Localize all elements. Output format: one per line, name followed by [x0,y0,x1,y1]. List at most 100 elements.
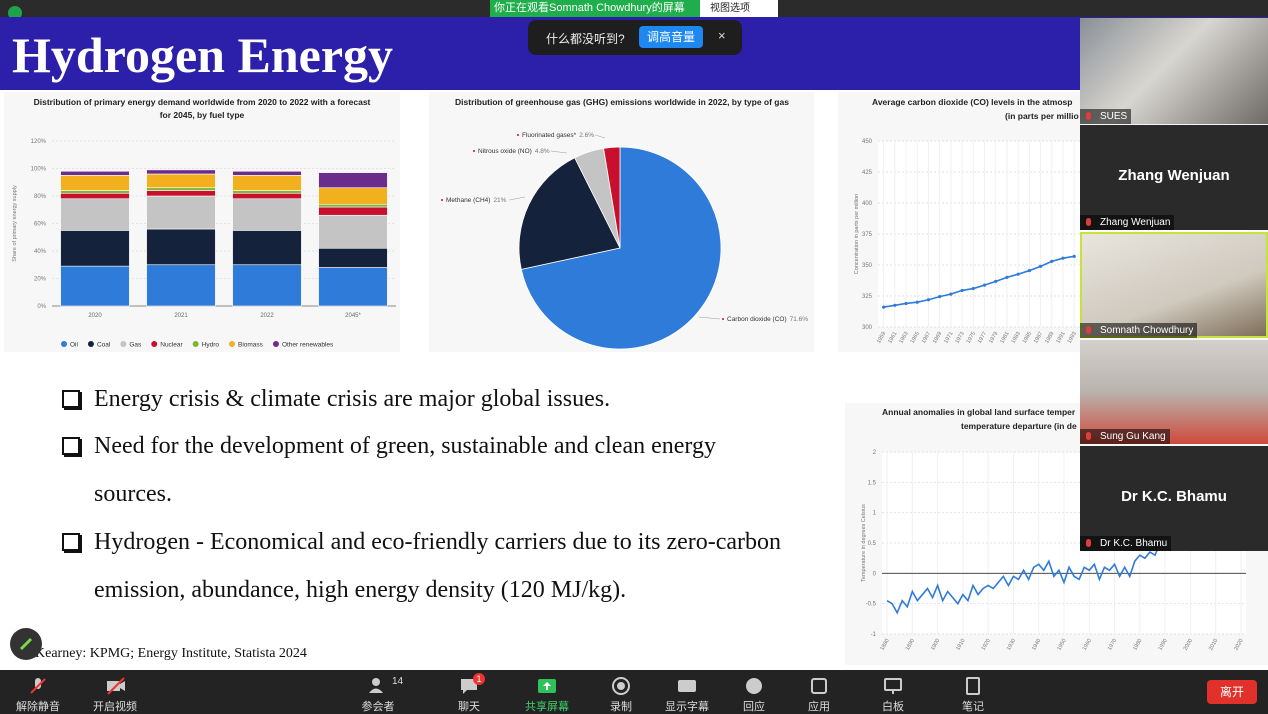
bar-segment [60,192,130,200]
x-tick-label: 1950 [1056,638,1067,652]
legend-swatch [87,341,94,347]
x-tick-label: 1989 [1044,331,1055,345]
video-tile[interactable]: Dr K.C. Bhamu Dr K.C. Bhamu [1080,446,1268,551]
chat-badge: 1 [473,673,485,685]
chart-ghg: Distribution of greenhouse gas (GHG) emi… [429,92,814,352]
toolbar-label: 录制 [610,701,632,713]
data-point [915,300,919,304]
apps-button[interactable]: 应用 [779,670,859,714]
x-tick-label: 1975 [966,331,977,345]
x-tick-label: 2022 [260,313,274,319]
pie-label-dot [441,199,443,201]
bar-segment [60,190,130,194]
legend-label: Coal [97,342,111,349]
chat-button[interactable]: 1 聊天 [429,670,509,714]
participant-count: 14 [392,676,404,687]
legend-label: Gas [129,342,142,349]
chart-svg: Distribution of greenhouse gas (GHG) emi… [441,97,809,350]
y-tick-label: 350 [862,263,873,269]
legend-swatch [229,341,235,347]
record-button[interactable]: 录制 [581,670,661,714]
video-button[interactable]: 开启视频 [75,670,155,714]
data-point [1005,275,1009,279]
toolbar [0,670,1268,714]
pen-icon [19,637,33,651]
icon [107,677,125,695]
view-options[interactable]: 视图选项 [700,0,778,17]
legend-swatch [151,341,158,347]
toolbar-label: 回应 [743,701,765,713]
bar-segment [146,187,216,191]
y-tick-label: 1.5 [868,480,877,486]
y-tick-label: -1 [871,632,877,638]
participants-button[interactable]: 14 参会者 [338,670,418,714]
y-axis-label: Share of primary energy supply [12,185,18,262]
participant-label: Sung Gu Kang [1080,429,1170,444]
video-tile[interactable]: Zhang Wenjuan Zhang Wenjuan [1080,125,1268,230]
bar-segment [146,190,216,197]
share-button[interactable]: 共享屏幕 [507,670,587,714]
bar-segment [232,170,302,176]
participant-name: Zhang Wenjuan [1118,167,1230,184]
bar-segment [60,265,130,307]
bar-segment [318,247,388,268]
reaction-button[interactable]: 回应 [714,670,794,714]
bar-segment [146,173,216,189]
legend-label: Oil [70,342,79,349]
x-tick-label: 1960 [1082,638,1093,652]
toolbar-label: 开启视频 [93,701,137,713]
bar-segment [60,230,130,267]
bar-segment [60,170,130,176]
data-point [960,288,964,293]
x-tick-label: 2010 [1208,638,1219,652]
legend-swatch [192,341,199,347]
video-tile[interactable]: SUES [1080,18,1268,124]
bar-segment [232,198,302,231]
bar-segment [232,175,302,191]
x-tick-label: 1971 [943,331,954,345]
icon [369,678,383,693]
x-tick-label: 1940 [1031,638,1042,652]
y-tick-label: 120% [31,139,47,145]
video-tile[interactable]: Somnath Chowdhury [1080,232,1268,338]
x-tick-label: 1985 [1022,331,1033,345]
close-prompt[interactable]: × [718,28,726,43]
security-icon[interactable] [8,6,22,20]
bar-segment [318,203,388,208]
x-tick-label: 1967 [921,331,932,345]
icon [678,680,696,692]
data-point [949,292,953,296]
toolbar-label: 笔记 [962,701,984,713]
y-tick-label: 20% [34,277,47,283]
annotate-button[interactable] [10,628,42,660]
audio-prompt-text: 什么都没听到? [546,32,625,46]
bar-segment [60,198,130,231]
toolbar-label: 显示字幕 [665,701,709,713]
leader-line [698,316,721,320]
pie-slice [518,157,621,270]
notes-button[interactable]: 笔记 [933,670,1013,714]
x-tick-label: 1973 [955,331,966,345]
video-tile[interactable]: Sung Gu Kang [1080,340,1268,444]
x-tick-label: 1987 [1033,331,1044,345]
audio-button[interactable]: 调高音量 [639,26,703,48]
y-tick-label: 325 [862,294,873,300]
leader-line [595,134,606,139]
data-point [982,283,987,287]
data-point [938,295,942,299]
mute-button[interactable]: 解除静音 [0,670,78,714]
pie-value-label: 71.6% [790,316,809,323]
y-tick-label: 2 [873,450,877,456]
legend-label: Biomass [238,342,264,349]
bar-segment [318,214,388,249]
caption-button[interactable]: 显示字幕 [647,670,727,714]
x-tick-label: 1910 [955,638,966,652]
whiteboard-button[interactable]: 白板 [853,670,933,714]
chart-title: for 2045, by fuel type [160,110,245,120]
reference: Kearney: KPMG; Energy Institute, Statist… [35,646,307,661]
chart-title: Annual anomalies in global land surface … [882,407,1076,417]
x-tick-label: 1981 [999,331,1010,345]
leave-button[interactable]: 离开 [1207,680,1257,704]
slide-title: Hydrogen Energy [12,27,394,83]
